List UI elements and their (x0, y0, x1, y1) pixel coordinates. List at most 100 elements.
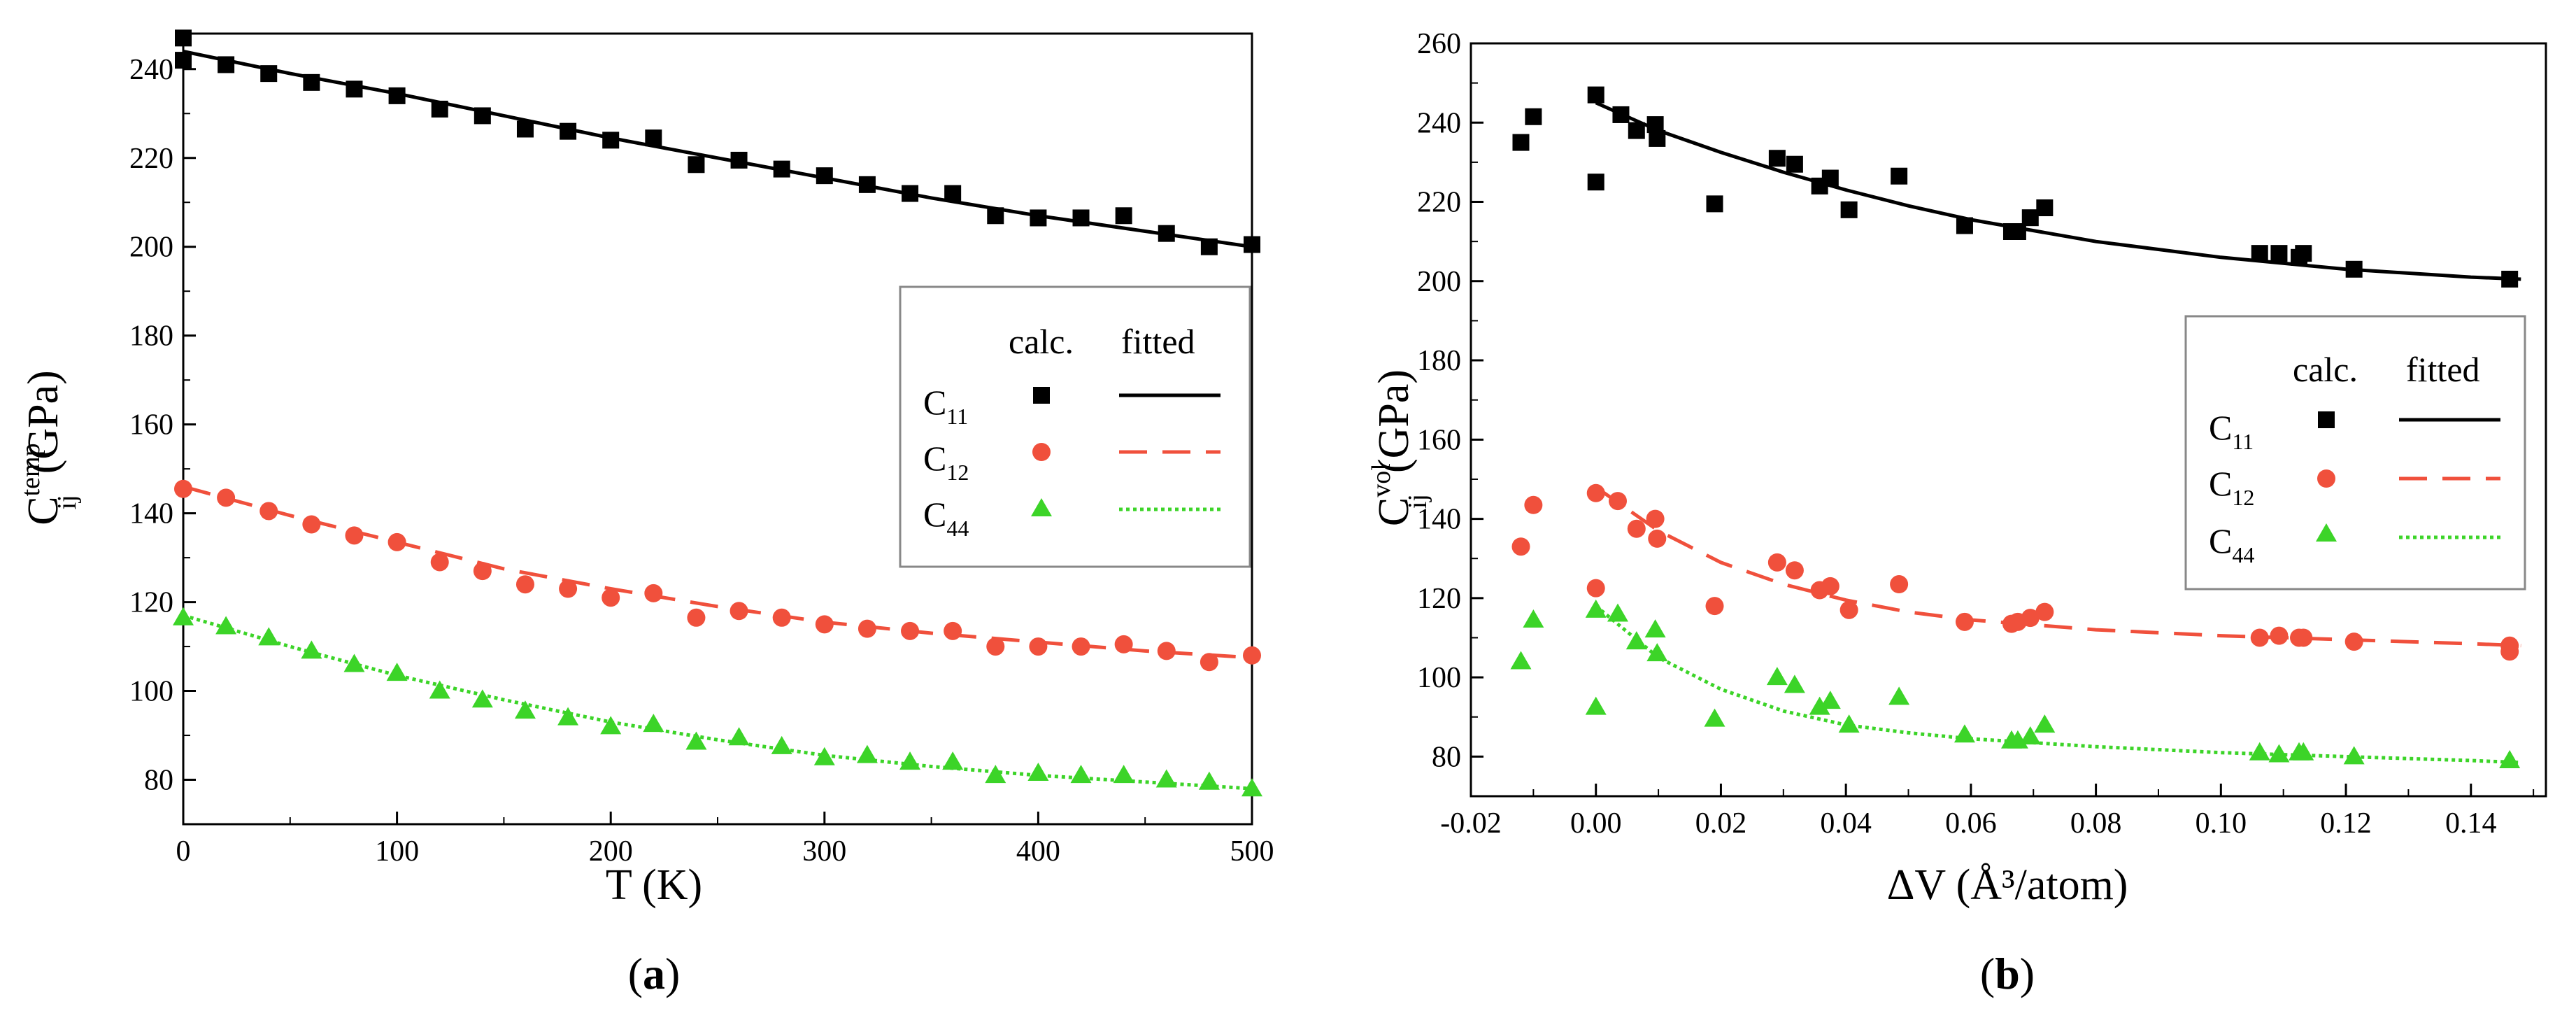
panel-b-y-label-unit: (GPa) (1370, 369, 1418, 473)
panel-b-point-c12 (1511, 537, 1530, 556)
panel-a-point-c12 (986, 637, 1005, 656)
panel-b-point-c11 (1821, 169, 1839, 187)
panel-b-legend-marker-c12 (2317, 469, 2335, 488)
panel-b-legend-header-calc: calc. (2293, 350, 2358, 389)
panel-a-legend-c44-main: C (923, 495, 946, 534)
panel-a-point-c12 (345, 526, 364, 545)
panel-b-point-c44 (1819, 691, 1841, 709)
panel-a-point-c11 (474, 107, 491, 125)
panel-b-fit-lines (1595, 101, 2521, 765)
panel-b-x-axis-label: ΔV (Å³/atom) (1887, 861, 2128, 909)
panel-b-point-c11 (2295, 245, 2312, 262)
panel-a-point-c11 (645, 129, 662, 147)
panel-a-y-label-sup: temp (16, 443, 45, 496)
panel-a-point-c44 (985, 765, 1006, 784)
panel-a-point-c12 (473, 562, 492, 581)
panel-b-point-c11 (1587, 174, 1604, 191)
panel-b-y-tick-label: 180 (1417, 345, 1461, 377)
panel-a-point-c44 (1113, 765, 1134, 784)
panel-b-point-c44 (2293, 742, 2314, 761)
panel-b-point-c11 (1587, 86, 1604, 104)
panel-b-legend-c44-sub: 44 (2232, 542, 2254, 567)
panel-b-point-c12 (1840, 600, 1858, 619)
panel-a-y-tick-label: 120 (129, 587, 173, 619)
panel-a-caption: (a) (628, 949, 681, 998)
panel-b-legend-box (2184, 315, 2526, 591)
panel-b-x-tick-label: 0.12 (2320, 807, 2372, 840)
panel-b-y-tick-label: 80 (1432, 741, 1461, 773)
panel-b-x-tick-label: 0.00 (1570, 807, 1622, 840)
panel-b-data-points (1510, 86, 2521, 769)
panel-a-legend-c12-sub: 12 (946, 460, 969, 485)
panel-a-point-c44 (173, 607, 194, 625)
panel-a-point-c44 (600, 716, 622, 735)
panel-b-point-c12 (2270, 626, 2289, 645)
panel-b-point-c12 (2250, 628, 2269, 647)
panel-b-point-c11 (2501, 270, 2519, 288)
panel-a-y-tick-label: 80 (144, 765, 173, 797)
panel-b-point-c12 (1705, 597, 1724, 616)
panel-b-point-c44 (1838, 714, 1860, 733)
panel-a-point-c44 (1198, 771, 1220, 790)
panel-a-point-c44 (215, 616, 237, 635)
panel-b-point-c44 (1766, 667, 1788, 686)
panel-b-plot-frame (1470, 42, 2547, 798)
panel-b-point-c12 (1627, 519, 1646, 538)
panel-a-legend-c12-main: C (923, 439, 946, 478)
panel-b-point-c12 (2021, 609, 2040, 628)
panel-b-point-c12 (1646, 509, 1665, 528)
panel-a-y-tick-label: 160 (129, 409, 173, 441)
panel-b-legend-c44-main: C (2209, 521, 2232, 560)
panel-a-point-c11 (944, 185, 962, 202)
panel-a-x-tick-label: 400 (1016, 835, 1060, 868)
panel-b-legend-marker-c44 (2316, 523, 2337, 542)
panel-b-point-c44 (1888, 686, 1910, 705)
panel-a-legend-label-c11: C11 (923, 383, 968, 429)
panel-a-legend-header-calc: calc. (1009, 322, 1074, 361)
panel-b-point-c12 (1785, 561, 1804, 580)
panel-a-legend: calc. fitted C11 C12 C44 (899, 285, 1251, 568)
panel-b-y-axis-label: Cvolij (GPa) (1367, 369, 1432, 526)
panel-a-point-c11 (346, 80, 363, 98)
panel-b-point-c44 (1646, 643, 1668, 662)
panel-b-y-tick-label: 220 (1417, 187, 1461, 219)
panel-a-point-c12 (259, 502, 278, 521)
panel-a-point-c12 (430, 553, 449, 572)
panel-b-fit-line-c44 (1595, 605, 2521, 765)
panel-b-point-c44 (2019, 726, 2041, 745)
panel-a-legend-marker-c44 (1031, 498, 1052, 516)
panel-b-point-c44 (1510, 651, 1532, 670)
panel-b-point-c11 (1512, 134, 1530, 151)
panel-a-legend-c11-sub: 11 (946, 404, 968, 429)
panel-a-x-tick-label: 500 (1230, 835, 1274, 868)
panel-b-x-tick-label: 0.10 (2196, 807, 2247, 840)
panel-b-point-c11 (1891, 167, 1908, 185)
panel-a-point-c11 (1200, 238, 1218, 255)
panel-a-point-c11 (303, 73, 320, 91)
panel-a-point-c12 (515, 575, 534, 594)
panel-a-x-tick-label: 0 (176, 835, 191, 868)
panel-a-point-c12 (559, 579, 578, 598)
panel-a-point-c11 (560, 122, 577, 140)
panel-a-point-c44 (1155, 769, 1177, 788)
panel-a-point-c44 (1070, 765, 1092, 784)
panel-b-point-c11 (2345, 260, 2363, 278)
panel-a-x-tick-label: 200 (589, 835, 633, 868)
panel-a-point-c11 (688, 156, 705, 174)
panel-a-point-c12 (217, 488, 236, 507)
panel-b-legend-label-c11: C11 (2209, 408, 2254, 454)
panel-b: 80 100 120 140 160 180 200 220 240 260 -0.02 0.00 0… (1367, 28, 2547, 998)
panel-b-point-c44 (1625, 631, 1647, 650)
panel-b-caption-letter: b (1995, 949, 2020, 998)
panel-a-point-c12 (944, 621, 962, 640)
panel-a-point-c12 (302, 515, 321, 534)
panel-b-legend-c11-main: C (2209, 408, 2232, 447)
panel-b-point-c11 (1628, 122, 1645, 139)
panel-b-point-c12 (1648, 529, 1667, 548)
panel-b-point-c44 (2343, 746, 2365, 765)
panel-b-point-c44 (1523, 609, 1544, 628)
panel-a-y-label-main: C (20, 496, 67, 525)
panel-a-point-c11 (175, 29, 192, 47)
